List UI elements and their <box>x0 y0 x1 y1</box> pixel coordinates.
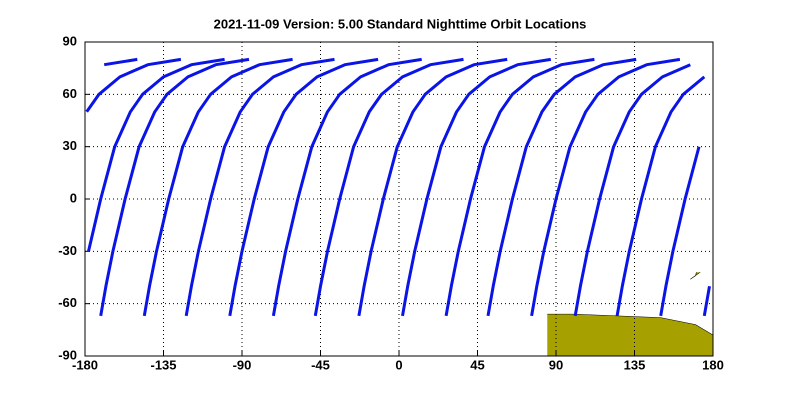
orbit-tracks <box>85 57 711 317</box>
orbit-track <box>444 57 595 317</box>
x-tick-label: -135 <box>150 357 176 372</box>
orbit-track <box>228 57 379 317</box>
orbit-track <box>401 57 552 317</box>
orbit-track <box>530 57 681 317</box>
y-tick-label: -90 <box>58 347 77 362</box>
north-america <box>106 73 303 185</box>
y-tick-label: 30 <box>63 138 77 153</box>
y-tick-label: 90 <box>63 33 77 48</box>
orbit-track <box>142 57 293 317</box>
y-tick-label: 0 <box>70 190 77 205</box>
axis-labels: -180 -135 -90 -45 0 45 90 135 180 -90 -60 -30 0 30 60 9… <box>58 33 724 372</box>
orbit-track <box>85 57 701 317</box>
x-tick-label: -45 <box>311 357 330 372</box>
orbit-track <box>103 57 706 317</box>
x-tick-label: 0 <box>395 357 402 372</box>
x-tick-label: 180 <box>702 357 724 372</box>
y-tick-label: -60 <box>58 295 77 310</box>
x-tick-label: 135 <box>624 357 646 372</box>
orbit-track <box>99 57 250 317</box>
x-tick-label: 90 <box>549 357 563 372</box>
x-tick-label: -180 <box>72 357 98 372</box>
orbit-track <box>271 57 422 317</box>
japan <box>626 121 647 144</box>
orbit-track <box>486 57 637 317</box>
orbit-track <box>313 57 464 317</box>
orbit-track <box>96 59 691 316</box>
britain <box>389 98 403 112</box>
map-frame <box>84 41 714 357</box>
x-tick-label: -90 <box>233 357 252 372</box>
y-tick-label: -30 <box>58 243 77 258</box>
x-tick-label: 45 <box>470 357 484 372</box>
new-zealand <box>690 272 701 280</box>
new-guinea <box>628 201 661 215</box>
eurasia <box>382 65 713 185</box>
orbit-track <box>87 57 711 317</box>
madagascar <box>476 222 486 243</box>
chart-title: 2021-11-09 Version: 5.00 Standard Nightt… <box>214 16 587 31</box>
antarctica <box>547 313 714 357</box>
orbit-track <box>357 57 508 317</box>
orbit-track <box>184 57 335 317</box>
y-tick-label: 60 <box>63 86 77 101</box>
